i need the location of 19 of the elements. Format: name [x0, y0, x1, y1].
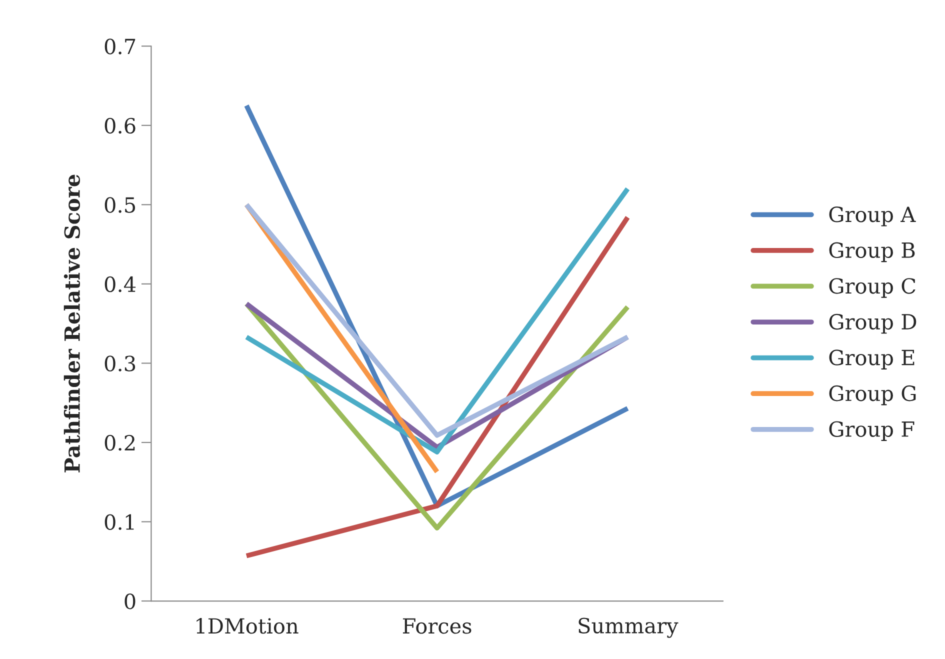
y-tick-label: 0.4 [104, 276, 136, 292]
legend-label: Group F [829, 421, 914, 442]
legend-label: Group C [829, 278, 916, 298]
y-tick-label: 0.2 [104, 434, 135, 451]
y-axis-title: Pathfinder Relative Score [64, 174, 80, 472]
legend-label: Group D [829, 314, 916, 334]
y-tick-label: 0.6 [104, 118, 136, 134]
x-tick-label: Forces [402, 618, 472, 634]
y-tick-label: 0.3 [104, 356, 136, 372]
x-tick-label: Summary [578, 618, 678, 638]
x-tick-label: 1DMotion [196, 618, 298, 634]
legend-label: Group G [829, 385, 916, 406]
legend-label: Group B [829, 242, 915, 262]
y-tick-label: 0.7 [104, 38, 136, 54]
legend-label: Group A [829, 206, 916, 226]
y-tick-label: 0 [124, 593, 136, 610]
y-tick-label: 0.1 [104, 514, 134, 530]
legend-label: Group E [829, 350, 914, 370]
y-tick-label: 0.5 [104, 197, 136, 213]
